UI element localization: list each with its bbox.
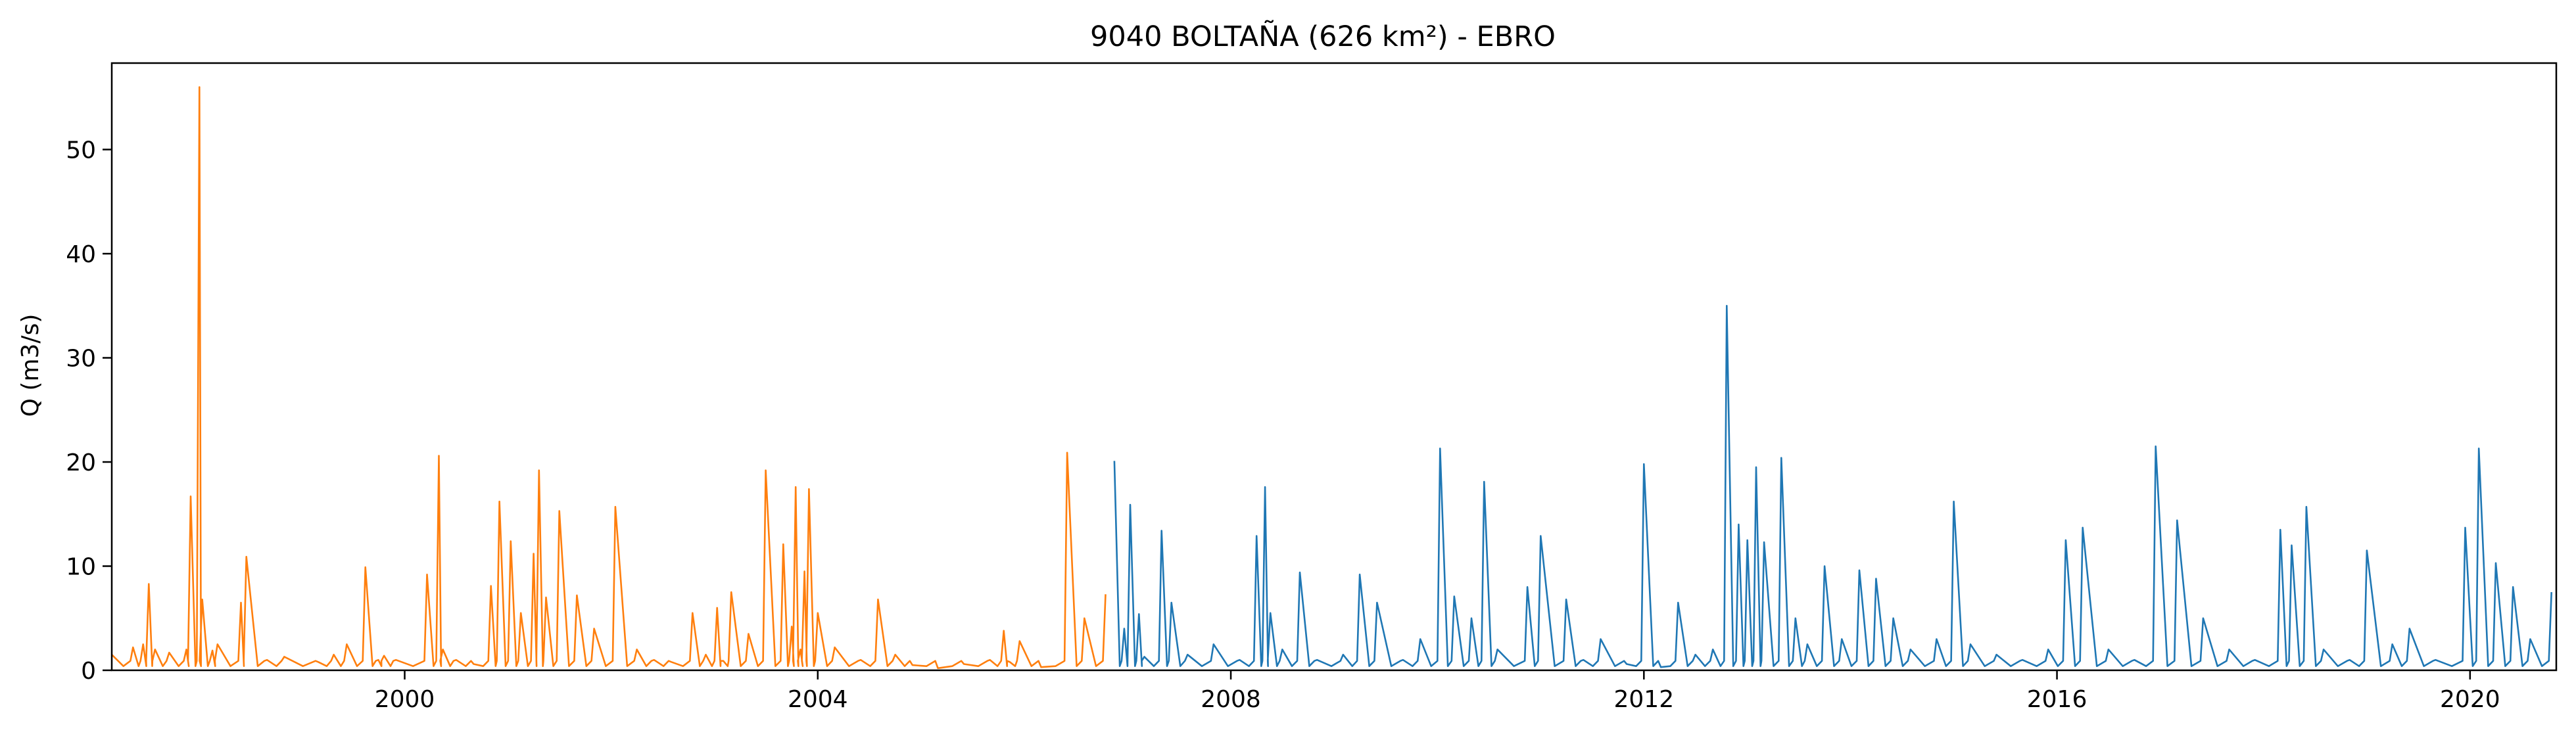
x-tick-label: 2016 (2027, 686, 2087, 713)
y-tick-label: 50 (66, 137, 96, 164)
y-axis: 0 10 20 30 40 50 (66, 137, 112, 685)
y-tick-label: 0 (81, 658, 96, 685)
series-line-2 (1113, 305, 2552, 668)
plot-area (111, 86, 2552, 670)
x-tick-label: 2020 (2440, 686, 2500, 713)
chart-title: 9040 BOLTAÑA (626 km²) - EBRO (1090, 20, 1556, 53)
series-line-1 (111, 86, 1107, 670)
y-tick-label: 30 (66, 346, 96, 373)
plot-frame (110, 62, 2558, 672)
x-tick-label: 2012 (1613, 686, 1674, 713)
x-tick-label: 2000 (375, 686, 435, 713)
x-axis: 2000 2004 2008 2012 2016 2020 (375, 670, 2500, 713)
y-axis-label: Q (m3/s) (17, 314, 44, 417)
x-tick-label: 2004 (788, 686, 848, 713)
y-tick-label: 40 (66, 241, 96, 268)
y-tick-label: 10 (66, 554, 96, 581)
x-tick-label: 2008 (1201, 686, 1261, 713)
y-tick-label: 20 (66, 449, 96, 476)
